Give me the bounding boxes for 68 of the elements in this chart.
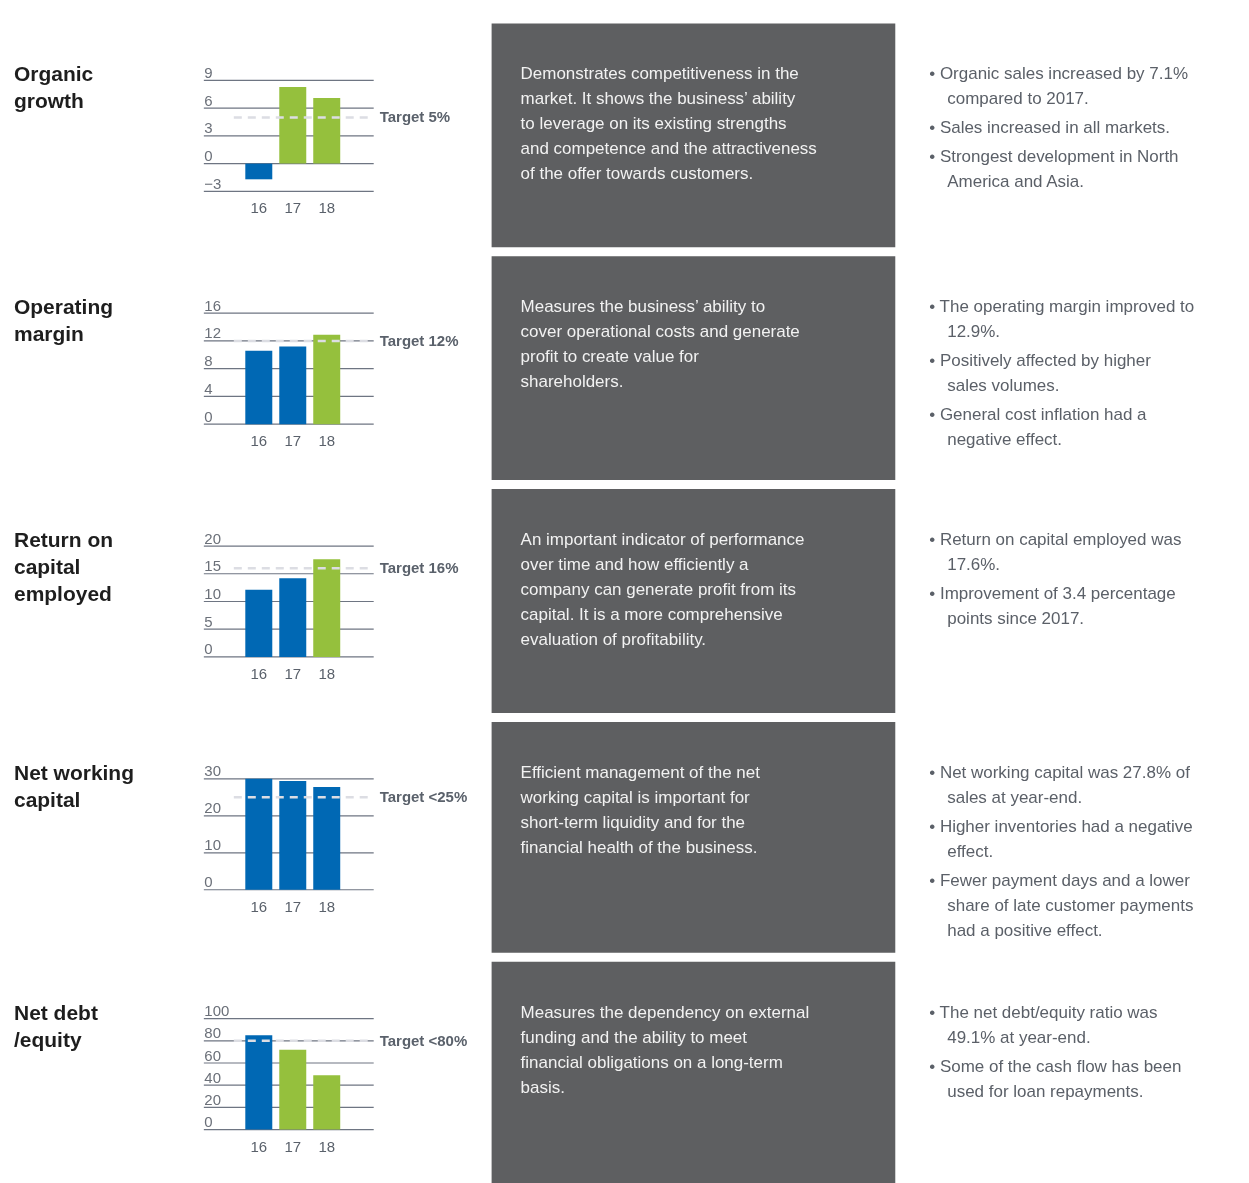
text: • Sales increased in all markets. (929, 118, 1171, 138)
x-tick-label: 16 (250, 199, 268, 217)
ref-line-label: Target 5% (379, 108, 451, 126)
y-tick-label: 20 (204, 529, 221, 547)
text: Measures the dependency on external funding and the ability to meet financial obligations on a long-term basis. (520, 1002, 810, 1097)
x-tick-label: 18 (318, 1137, 336, 1155)
y-tick-label: 9 (204, 63, 213, 81)
text: • The operating margin improved to 12.9%. (929, 297, 1195, 342)
y-tick-label: 100 (204, 1002, 230, 1020)
y-tick-label: 0 (204, 873, 213, 891)
y-tick-label: 0 (204, 407, 213, 425)
ref-line-label: Target 12% (379, 331, 459, 349)
text: Efficient management of the net working capital is important for short-term liquidity and for the financial health of the business. (519, 762, 761, 857)
y-tick-label: 0 (204, 1113, 213, 1131)
text: • Higher inventories had a negative effect. (929, 816, 1193, 861)
ref-line-label: Target <25% (379, 788, 468, 806)
x-tick-label: 16 (250, 897, 268, 915)
x-tick-label: 17 (284, 432, 302, 450)
y-tick-label: 4 (204, 379, 213, 397)
text: • Improvement of 3.4 percentage points since 2017. (929, 584, 1176, 628)
y-tick-label: 80 (204, 1024, 221, 1042)
text: • Some of the cash flow has been used for loan repayments. (929, 1056, 1182, 1101)
y-tick-label: 40 (204, 1068, 221, 1086)
y-tick-label: 12 (204, 324, 221, 342)
text: • Net working capital was 27.8% of sales at year-end. (929, 762, 1191, 807)
text: Measures the business’ ability to cover operational costs and generate profit to create value for shareholders. (520, 297, 800, 392)
ref-line-label: Target 16% (379, 559, 459, 577)
x-tick-label: 17 (284, 664, 302, 682)
y-tick-label: 8 (204, 352, 213, 370)
y-tick-label: 60 (204, 1046, 221, 1064)
y-tick-label: 5 (204, 612, 213, 630)
y-tick-label: 3 (204, 119, 213, 137)
y-tick-label: 30 (204, 762, 221, 780)
x-tick-label: 18 (318, 432, 336, 450)
y-tick-label: 20 (204, 1090, 221, 1108)
y-tick-label: 0 (204, 640, 213, 658)
x-tick-label: 17 (284, 1137, 302, 1155)
text: • Organic sales increased by 7.1% compared to 2017. (929, 64, 1188, 109)
y-tick-label: 10 (204, 836, 221, 854)
y-tick-label: 20 (204, 799, 221, 817)
text: • Return on capital employed was 17.6%. (929, 530, 1182, 575)
text: Net debt /equity (13, 1000, 98, 1051)
text: Organic growth (13, 62, 94, 113)
text: Return on capital employed (13, 528, 113, 605)
y-tick-label: −3 (204, 174, 222, 192)
y-tick-label: 16 (204, 296, 221, 314)
x-tick-label: 18 (318, 897, 336, 915)
text: Demonstrates competitiveness in the market. It shows the business’ ability to leverage on its existing strengths and competence and the attractiveness of the offer towards customers. (520, 64, 817, 184)
text: • Strongest development in North America and Asia. (929, 147, 1179, 192)
x-tick-label: 16 (250, 432, 268, 450)
x-tick-label: 17 (284, 199, 302, 217)
x-tick-label: 16 (250, 664, 268, 682)
x-tick-label: 16 (250, 1137, 268, 1155)
y-tick-label: 10 (204, 585, 221, 602)
x-tick-label: 18 (318, 199, 336, 217)
text: Operating margin (13, 295, 114, 346)
y-tick-label: 0 (204, 147, 213, 165)
y-tick-label: 6 (204, 91, 213, 109)
x-tick-label: 17 (284, 897, 302, 915)
text: • The net debt/equity ratio was 49.1% at year-end. (929, 1002, 1158, 1047)
ref-line-label: Target <80% (379, 1031, 468, 1049)
text: • General cost inflation had a negative effect. (929, 405, 1148, 450)
text: • Fewer payment days and a lower share of late customer payments had a positive effect. (929, 870, 1194, 940)
chart-title: Net working capital (13, 760, 134, 811)
text: An important indicator of performance over time and how efficiently a company can generate profit from its capital. It is a more comprehensive evaluation of profitability. (520, 530, 805, 649)
x-tick-label: 18 (318, 664, 336, 682)
text: • Positively affected by higher sales volumes. (929, 351, 1152, 396)
y-tick-label: 15 (204, 557, 221, 575)
